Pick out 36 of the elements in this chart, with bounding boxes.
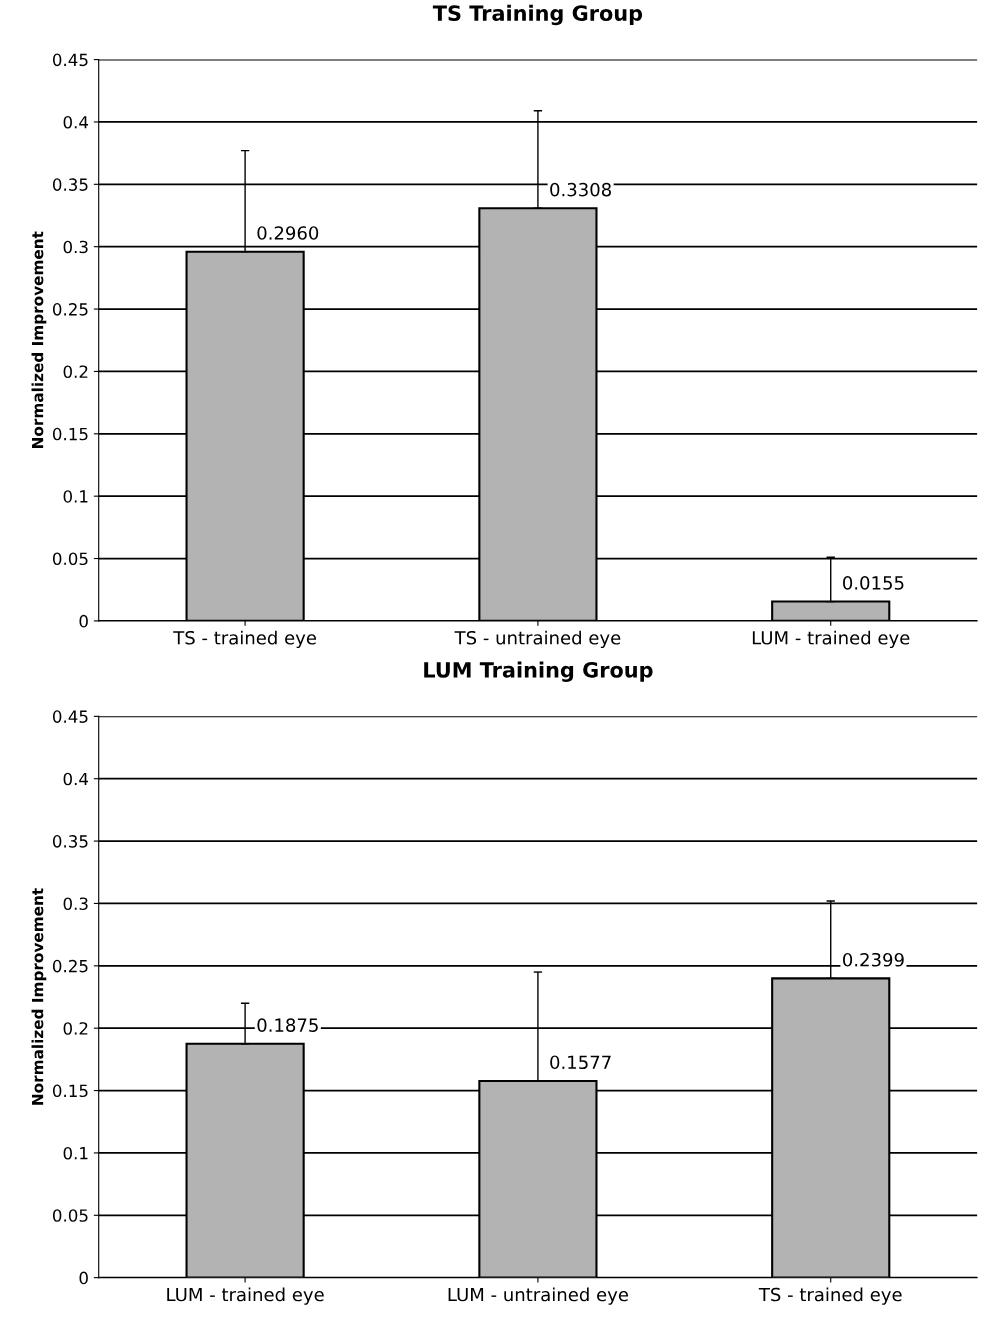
y-tick-label: 0.3 [63, 240, 88, 254]
chart-title: TS Training Group [432, 4, 643, 26]
y-axis-title: Normalized Improvement [31, 231, 47, 449]
x-tick-label: LUM - untrained eye [448, 1287, 628, 1305]
y-tick-label: 0.05 [52, 552, 88, 566]
y-tick-label: 0.3 [63, 897, 88, 911]
data-label: 0.2399 [843, 952, 904, 967]
y-tick-label: 0.25 [52, 303, 88, 316]
y-tick-label: 0 [79, 614, 88, 628]
x-tick-label: LUM - trained eye [752, 630, 910, 649]
y-tick-label: 0.15 [52, 1084, 88, 1098]
y-tick-label: 0.35 [52, 178, 88, 191]
y-tick-label: 0 [79, 1271, 88, 1285]
x-tick-label: TS - untrained eye [454, 630, 621, 649]
y-tick-label: 0.35 [52, 835, 88, 848]
y-tick-label: 0.05 [52, 1209, 88, 1222]
y-tick-label: 0.2 [63, 365, 88, 378]
data-label: 0.1875 [257, 1018, 318, 1032]
y-tick-label: 0.1 [63, 490, 88, 503]
y-tick-label: 0.25 [52, 959, 88, 973]
y-tick-label: 0.4 [63, 772, 89, 786]
y-tick-label: 0.4 [63, 115, 89, 129]
x-tick-label: TS - trained eye [173, 630, 316, 649]
y-tick-label: 0.2 [63, 1022, 88, 1035]
y-tick-label: 0.1 [63, 1146, 88, 1160]
data-label: 0.2960 [257, 226, 319, 240]
data-label: 0.3308 [550, 182, 611, 197]
y-axis-title: Normalized Improvement [31, 888, 47, 1105]
chart-title: LUM Training Group [424, 661, 653, 682]
x-tick-label: LUM - trained eye [167, 1287, 324, 1305]
y-tick-label: 0.45 [52, 53, 88, 67]
data-label: 0.0155 [843, 576, 904, 590]
data-label: 0.1577 [550, 1055, 611, 1070]
x-tick-label: TS - trained eye [758, 1287, 902, 1305]
y-tick-label: 0.45 [52, 710, 88, 723]
y-tick-label: 0.15 [52, 427, 88, 441]
